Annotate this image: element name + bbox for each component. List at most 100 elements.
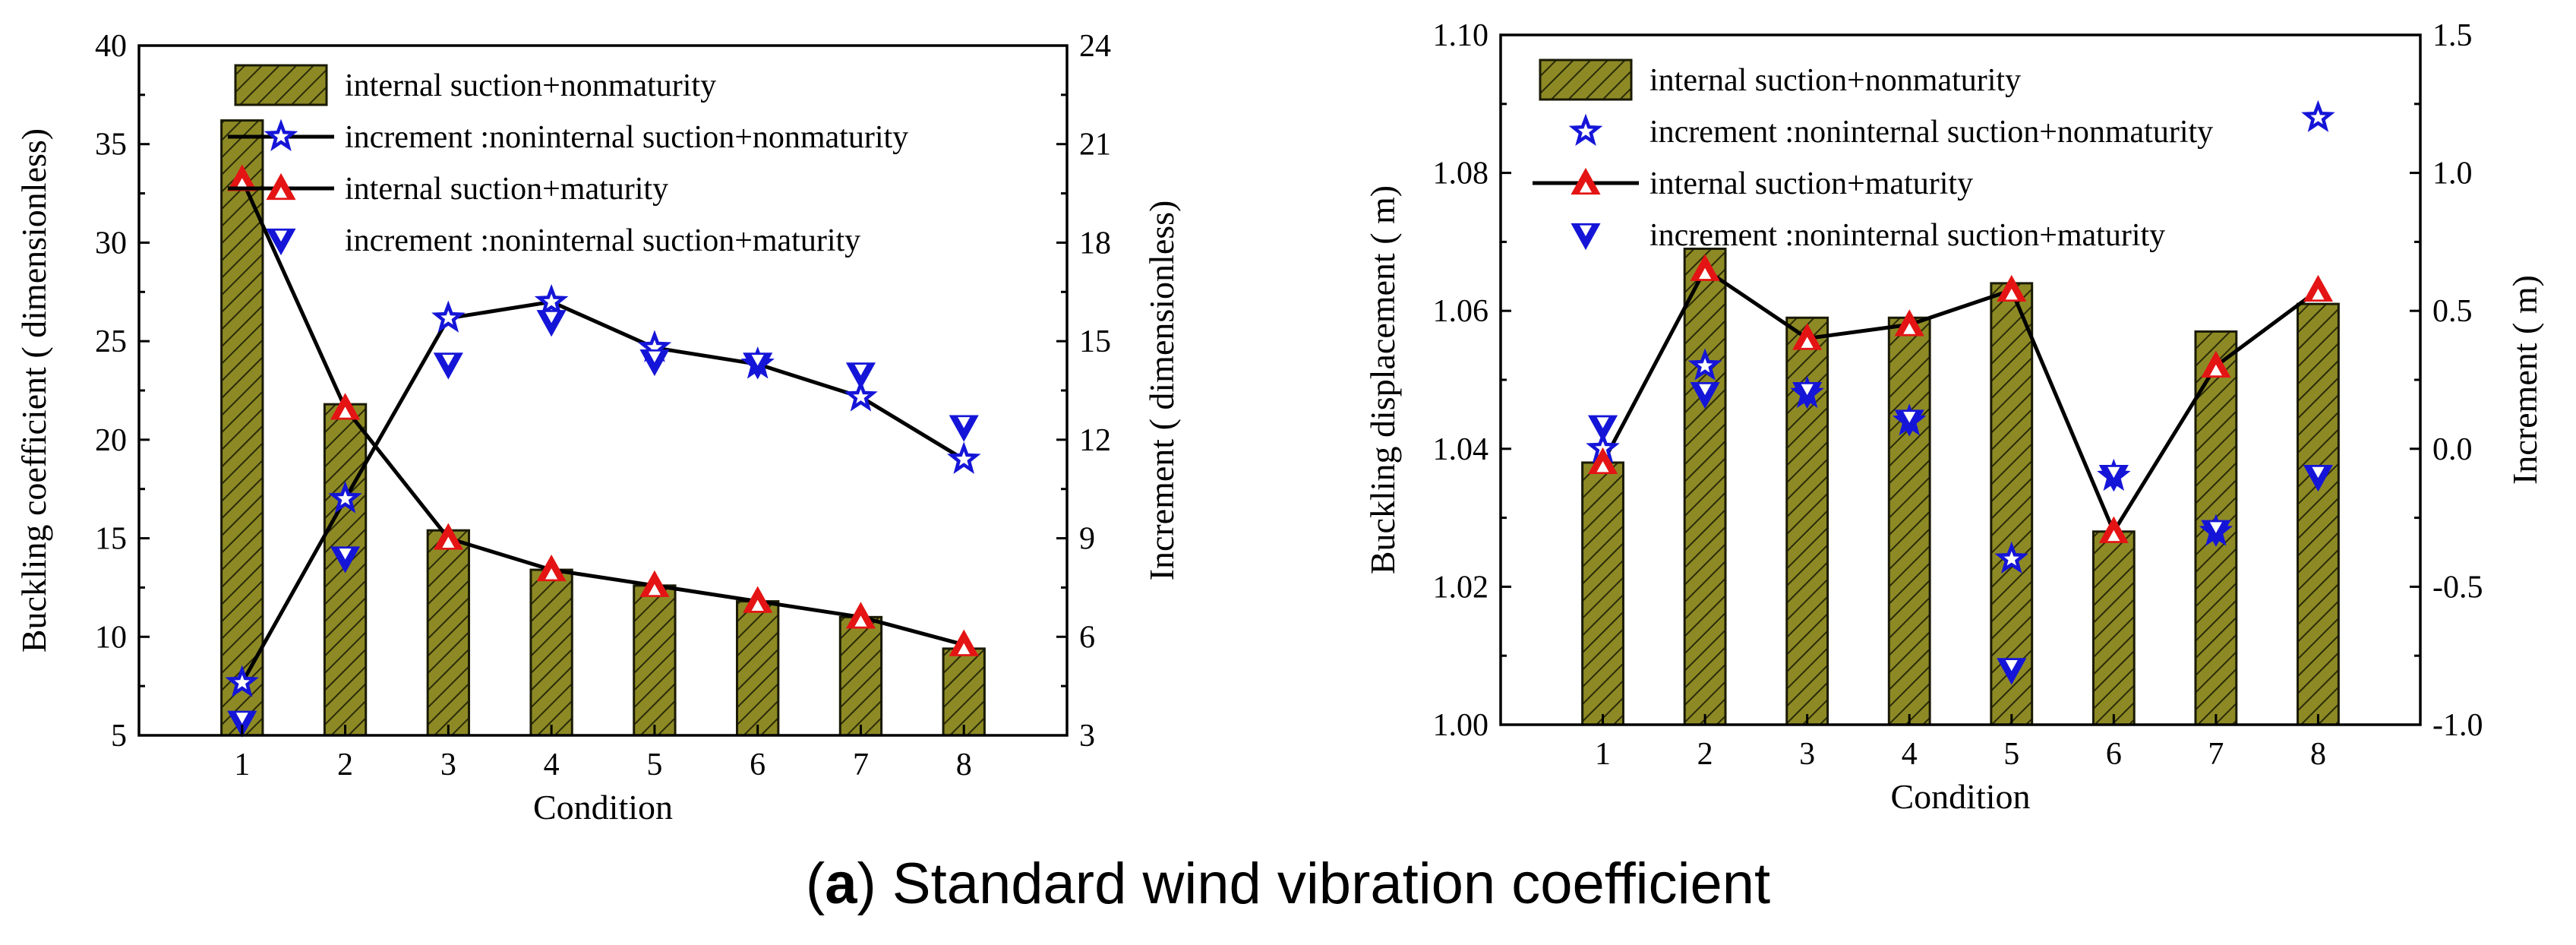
series-2-point-2-inner bbox=[339, 406, 352, 418]
y2-tick-label-5: 1.5 bbox=[2432, 18, 2473, 53]
x-tick-label-8: 8 bbox=[956, 747, 972, 782]
y2-tick-label-3: 12 bbox=[1079, 423, 1111, 458]
series-3-point-6 bbox=[2098, 465, 2129, 492]
series-2-point-6-inner bbox=[751, 599, 764, 611]
legend-entry-1: increment :noninternal suction+nonmaturi… bbox=[228, 119, 908, 155]
series-2-point-1-inner bbox=[235, 178, 248, 189]
series-3-point-1 bbox=[227, 710, 257, 738]
y2-tick-label-1: -0.5 bbox=[2432, 570, 2483, 605]
series-3-point-2-inner bbox=[339, 548, 352, 560]
series-3-point-6-inner bbox=[2107, 466, 2120, 479]
x-tick-label-7: 7 bbox=[853, 747, 869, 782]
series-2-point-6 bbox=[743, 586, 773, 613]
bar-5 bbox=[633, 584, 677, 737]
series-1-point-4 bbox=[534, 283, 569, 317]
series-2-point-4 bbox=[536, 554, 567, 582]
series-1-point-3 bbox=[431, 300, 466, 333]
x-tick-label-4: 4 bbox=[544, 747, 560, 782]
series-2-point-2 bbox=[1690, 254, 1720, 281]
x-tick-label-8: 8 bbox=[2310, 737, 2326, 772]
x-axis-title: Condition bbox=[533, 788, 673, 826]
series-3-point-3 bbox=[1792, 382, 1823, 409]
y-tick-label-0: 1.00 bbox=[1433, 708, 1489, 743]
series-3-point-8-inner bbox=[958, 417, 971, 428]
chart-buckling-displacement: 1.001.021.041.061.081.10-1.0-0.50.00.51.… bbox=[1363, 18, 2544, 816]
y-tick-label-5: 1.10 bbox=[1433, 18, 1489, 53]
series-3-point-5-inner bbox=[2005, 659, 2018, 672]
bar-2 bbox=[1683, 247, 1727, 726]
legend-entry-3: increment :noninternal suction+maturity bbox=[1571, 218, 2165, 253]
legend-label-0: internal suction+nonmaturity bbox=[345, 68, 716, 103]
series-1-point-2 bbox=[328, 481, 362, 514]
series-3-point-1-inner bbox=[1596, 417, 1609, 428]
legend-marker-3 bbox=[1571, 223, 1601, 251]
series-2-point-8-inner bbox=[2312, 288, 2325, 300]
x-tick-label-2: 2 bbox=[337, 747, 353, 782]
series-2-point-7-inner bbox=[854, 615, 867, 627]
series-3-point-4-inner bbox=[545, 311, 558, 324]
series-3-point-4-inner bbox=[1903, 412, 1916, 423]
legend-marker-1 bbox=[264, 119, 298, 152]
bar-6 bbox=[736, 600, 780, 737]
bar-1 bbox=[220, 119, 264, 737]
series-2-point-3 bbox=[433, 523, 463, 550]
series-3-point-6 bbox=[743, 352, 773, 380]
legend-swatch-0 bbox=[234, 64, 328, 106]
y-tick-label-7: 40 bbox=[95, 29, 127, 64]
x-tick-label-4: 4 bbox=[1902, 737, 1918, 772]
series-3-point-5-inner bbox=[648, 351, 661, 363]
y2-axis-title: Increment ( m) bbox=[2505, 275, 2544, 485]
bar-8 bbox=[942, 647, 986, 737]
legend-marker-1 bbox=[1568, 113, 1603, 147]
series-3-point-7 bbox=[845, 362, 876, 390]
x-axis-title: Condition bbox=[1890, 777, 2030, 816]
bar-4 bbox=[1887, 316, 1931, 726]
legend-marker-2 bbox=[266, 172, 296, 201]
x-tick-label-5: 5 bbox=[2003, 737, 2019, 772]
legend-marker-3-inner bbox=[1580, 225, 1592, 236]
x-tick-label-6: 6 bbox=[2106, 737, 2122, 772]
legend-marker-2 bbox=[1571, 167, 1601, 195]
series-2-point-3-inner bbox=[442, 536, 455, 548]
y2-tick-label-6: 21 bbox=[1079, 128, 1111, 163]
y2-tick-label-5: 18 bbox=[1079, 226, 1111, 261]
y-tick-label-1: 10 bbox=[95, 620, 127, 655]
series-2-point-5 bbox=[639, 570, 670, 597]
legend-entry-0: internal suction+nonmaturity bbox=[1539, 58, 2021, 101]
series-2-point-4-inner bbox=[545, 568, 558, 580]
series-3-point-8-inner bbox=[2312, 466, 2325, 479]
legend-label-2: internal suction+maturity bbox=[1649, 166, 1973, 201]
series-2-point-8 bbox=[949, 629, 979, 656]
y-tick-label-5: 30 bbox=[95, 226, 127, 261]
series-2-point-4-inner bbox=[1903, 323, 1916, 334]
legend-marker-3 bbox=[266, 228, 296, 256]
series-2-point-5-inner bbox=[2005, 288, 2018, 300]
bar-6 bbox=[2091, 530, 2136, 726]
y-tick-label-2: 1.04 bbox=[1433, 432, 1489, 467]
y-axis-title: Buckling coefficient ( dimensionless) bbox=[14, 128, 53, 653]
y-axis-title: Buckling displacement ( m) bbox=[1363, 185, 1402, 574]
bar-1 bbox=[1581, 461, 1624, 726]
series-3-point-2 bbox=[330, 546, 361, 574]
series-3-point-7-inner bbox=[854, 364, 867, 376]
y2-tick-label-4: 1.0 bbox=[2432, 156, 2473, 191]
series-3-point-1-inner bbox=[235, 713, 248, 724]
legend-entry-0: internal suction+nonmaturity bbox=[234, 64, 716, 106]
series-1-point-7 bbox=[844, 379, 878, 412]
series-2-point-6-inner bbox=[2107, 529, 2120, 542]
legend-entry-2: internal suction+maturity bbox=[1533, 166, 1973, 201]
series-3-point-4 bbox=[1894, 409, 1924, 437]
series-2-point-5-inner bbox=[648, 583, 661, 596]
x-tick-label-6: 6 bbox=[750, 747, 766, 782]
legend-marker-2-inner bbox=[1580, 182, 1592, 193]
legend-entry-1: increment :noninternal suction+nonmaturi… bbox=[1568, 113, 2213, 150]
x-tick-label-3: 3 bbox=[440, 747, 456, 782]
legend-label-3: increment :noninternal suction+maturity bbox=[345, 223, 860, 258]
series-1-point-1 bbox=[225, 665, 259, 697]
series-3-point-1 bbox=[1588, 415, 1618, 442]
legend-label-1: increment :noninternal suction+nonmaturi… bbox=[345, 120, 908, 155]
legend-entry-3: increment :noninternal suction+maturity bbox=[266, 223, 860, 258]
series-3-point-4 bbox=[536, 310, 567, 337]
bar-7 bbox=[838, 615, 883, 737]
